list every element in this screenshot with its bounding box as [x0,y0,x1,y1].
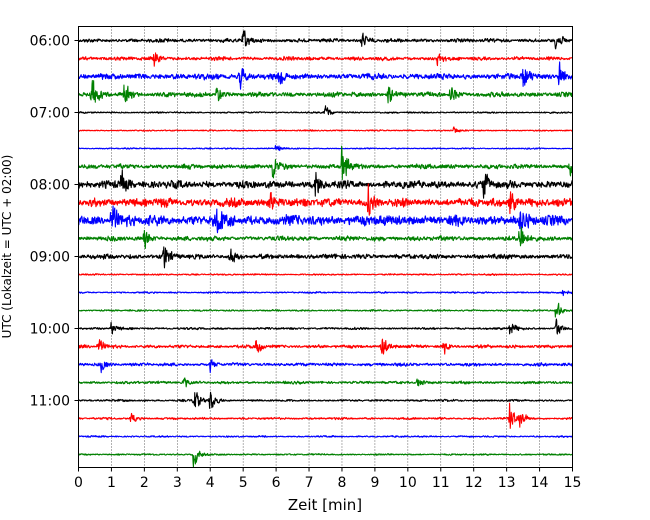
y-tick-label: 06:00 [30,34,70,50]
trace-1100-black [78,391,573,409]
trace-0730-blue [78,144,573,152]
seismic-traces [77,30,574,468]
trace-0630-blue [77,61,574,90]
trace-1130-blue [78,434,574,438]
trace-0915-red [78,273,573,276]
y-axis-label: UTC (Lokalzeit = UTC + 02:00) [0,155,14,339]
trace-0900-black [78,246,573,269]
x-tick-label: 9 [370,475,379,491]
x-tick-label: 5 [239,475,248,491]
x-tick-label: 4 [206,475,215,491]
trace-1015-red [78,338,573,355]
x-tick-label: 6 [272,475,281,491]
trace-0700-black [78,105,573,116]
trace-0930-blue [78,289,573,297]
trace-1115-red [78,402,574,429]
y-tick-label: 08:00 [30,178,70,194]
x-tick-label: 0 [74,475,83,491]
x-tick-label: 10 [399,475,417,491]
x-tick-label: 2 [140,475,149,491]
trace-0815-red [77,183,574,216]
y-axis-ticks: 06:00 07:00 08:00 09:00 10:00 11:00 [30,34,79,410]
trace-0830-blue [77,205,574,235]
trace-0715-red [78,126,573,133]
x-tick-label: 14 [531,475,549,491]
trace-1045-green [78,377,573,388]
x-tick-label: 7 [305,475,314,491]
x-axis-ticks: 0 1 2 3 4 5 6 7 8 9 10 11 12 13 14 15 [74,467,582,491]
x-axis-label: Zeit [min] [288,496,362,514]
trace-1000-black [78,318,573,335]
trace-0615-red [77,52,573,67]
trace-0800-black [77,169,574,199]
trace-1145-green [78,450,573,468]
trace-0745-green [78,145,574,181]
y-tick-label: 07:00 [30,106,70,122]
x-tick-label: 11 [432,475,450,491]
x-tick-label: 15 [564,475,582,491]
trace-0600-black [78,30,573,50]
x-tick-label: 8 [338,475,347,491]
x-tick-label: 13 [498,475,516,491]
x-tick-label: 1 [107,475,116,491]
trace-0645-green [77,79,573,104]
x-tick-label: 12 [465,475,483,491]
y-tick-label: 10:00 [30,322,70,338]
y-tick-label: 11:00 [30,394,70,410]
trace-1030-blue [77,359,574,374]
y-tick-label: 09:00 [30,250,70,266]
trace-0845-green [78,226,574,249]
trace-0945-green [78,302,573,318]
x-tick-label: 3 [173,475,182,491]
plot-frame [78,26,573,468]
